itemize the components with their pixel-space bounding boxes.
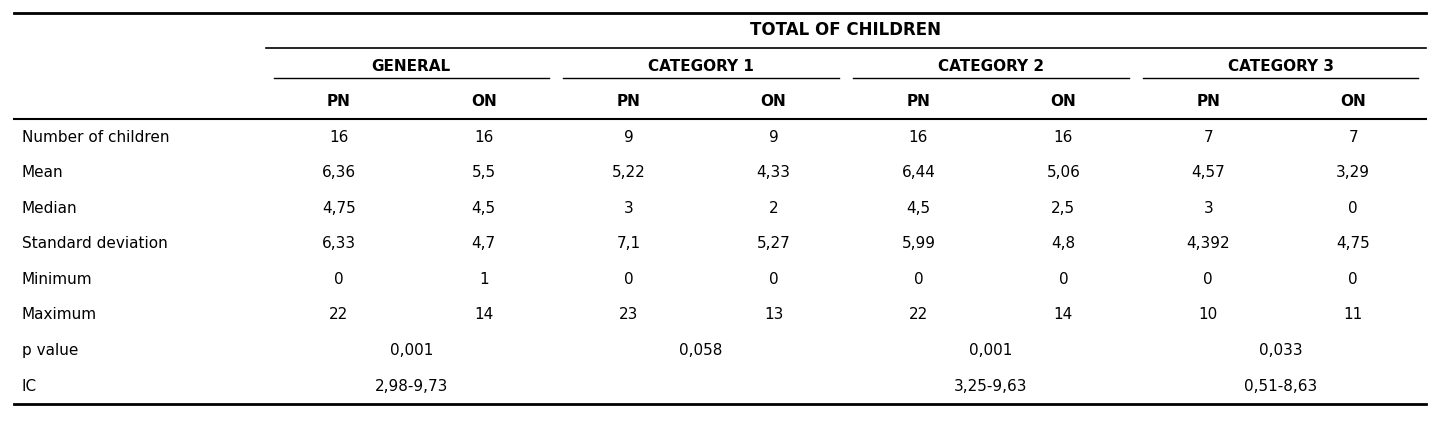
Text: PN: PN: [327, 94, 351, 109]
Text: 2,98-9,73: 2,98-9,73: [374, 379, 448, 393]
Text: GENERAL: GENERAL: [372, 58, 451, 74]
Text: 6,36: 6,36: [321, 165, 356, 180]
Text: PN: PN: [1197, 94, 1220, 109]
Text: 22: 22: [330, 308, 348, 322]
Text: 16: 16: [474, 130, 494, 145]
Text: 10: 10: [1198, 308, 1218, 322]
Text: Mean: Mean: [22, 165, 63, 180]
Text: 0: 0: [1204, 272, 1212, 287]
Text: 0: 0: [913, 272, 923, 287]
Text: ON: ON: [471, 94, 497, 109]
Text: 0: 0: [334, 272, 344, 287]
Text: 4,392: 4,392: [1187, 236, 1230, 251]
Text: 0: 0: [624, 272, 634, 287]
Text: 0,001: 0,001: [969, 343, 1012, 358]
Text: Standard deviation: Standard deviation: [22, 236, 167, 251]
Text: CATEGORY 1: CATEGORY 1: [648, 58, 755, 74]
Text: TOTAL OF CHILDREN: TOTAL OF CHILDREN: [750, 22, 942, 39]
Text: 0: 0: [1348, 272, 1358, 287]
Text: Minimum: Minimum: [22, 272, 92, 287]
Text: 4,57: 4,57: [1191, 165, 1225, 180]
Text: ON: ON: [1050, 94, 1076, 109]
Text: 4,8: 4,8: [1051, 236, 1076, 251]
Text: Number of children: Number of children: [22, 130, 168, 145]
Text: Median: Median: [22, 201, 78, 216]
Text: Maximum: Maximum: [22, 308, 96, 322]
Text: 4,5: 4,5: [906, 201, 930, 216]
Text: CATEGORY 3: CATEGORY 3: [1228, 58, 1333, 74]
Text: 0,058: 0,058: [680, 343, 723, 358]
Text: IC: IC: [22, 379, 37, 393]
Text: 3: 3: [1204, 201, 1212, 216]
Text: 5,5: 5,5: [472, 165, 495, 180]
Text: 2,5: 2,5: [1051, 201, 1076, 216]
Text: 7: 7: [1204, 130, 1212, 145]
Text: 5,22: 5,22: [612, 165, 645, 180]
Text: 0: 0: [1058, 272, 1068, 287]
Text: 0: 0: [769, 272, 779, 287]
Text: 2: 2: [769, 201, 779, 216]
Text: 3: 3: [624, 201, 634, 216]
Text: 0,033: 0,033: [1259, 343, 1303, 358]
Text: CATEGORY 2: CATEGORY 2: [937, 58, 1044, 74]
Text: 9: 9: [769, 130, 779, 145]
Text: 14: 14: [474, 308, 494, 322]
Text: 22: 22: [909, 308, 927, 322]
Text: 3,25-9,63: 3,25-9,63: [955, 379, 1028, 393]
Text: 16: 16: [909, 130, 929, 145]
Text: p value: p value: [22, 343, 78, 358]
Text: 9: 9: [624, 130, 634, 145]
Text: 16: 16: [1054, 130, 1073, 145]
Text: 14: 14: [1054, 308, 1073, 322]
Text: 0,001: 0,001: [390, 343, 433, 358]
Text: PN: PN: [616, 94, 641, 109]
Text: PN: PN: [907, 94, 930, 109]
Text: 13: 13: [763, 308, 783, 322]
Text: 4,33: 4,33: [756, 165, 791, 180]
Text: 0: 0: [1348, 201, 1358, 216]
Text: 23: 23: [619, 308, 638, 322]
Text: 0,51-8,63: 0,51-8,63: [1244, 379, 1318, 393]
Text: 4,5: 4,5: [472, 201, 495, 216]
Text: 7: 7: [1348, 130, 1358, 145]
Text: 3,29: 3,29: [1336, 165, 1369, 180]
Text: 16: 16: [330, 130, 348, 145]
Text: 6,44: 6,44: [901, 165, 936, 180]
Text: 4,7: 4,7: [472, 236, 495, 251]
Text: 5,06: 5,06: [1047, 165, 1080, 180]
Text: 7,1: 7,1: [616, 236, 641, 251]
Text: 1: 1: [480, 272, 488, 287]
Text: 11: 11: [1344, 308, 1362, 322]
Text: 6,33: 6,33: [321, 236, 356, 251]
Text: 4,75: 4,75: [323, 201, 356, 216]
Text: 4,75: 4,75: [1336, 236, 1369, 251]
Text: 5,27: 5,27: [756, 236, 791, 251]
Text: ON: ON: [1341, 94, 1367, 109]
Text: 5,99: 5,99: [901, 236, 936, 251]
Text: ON: ON: [760, 94, 786, 109]
